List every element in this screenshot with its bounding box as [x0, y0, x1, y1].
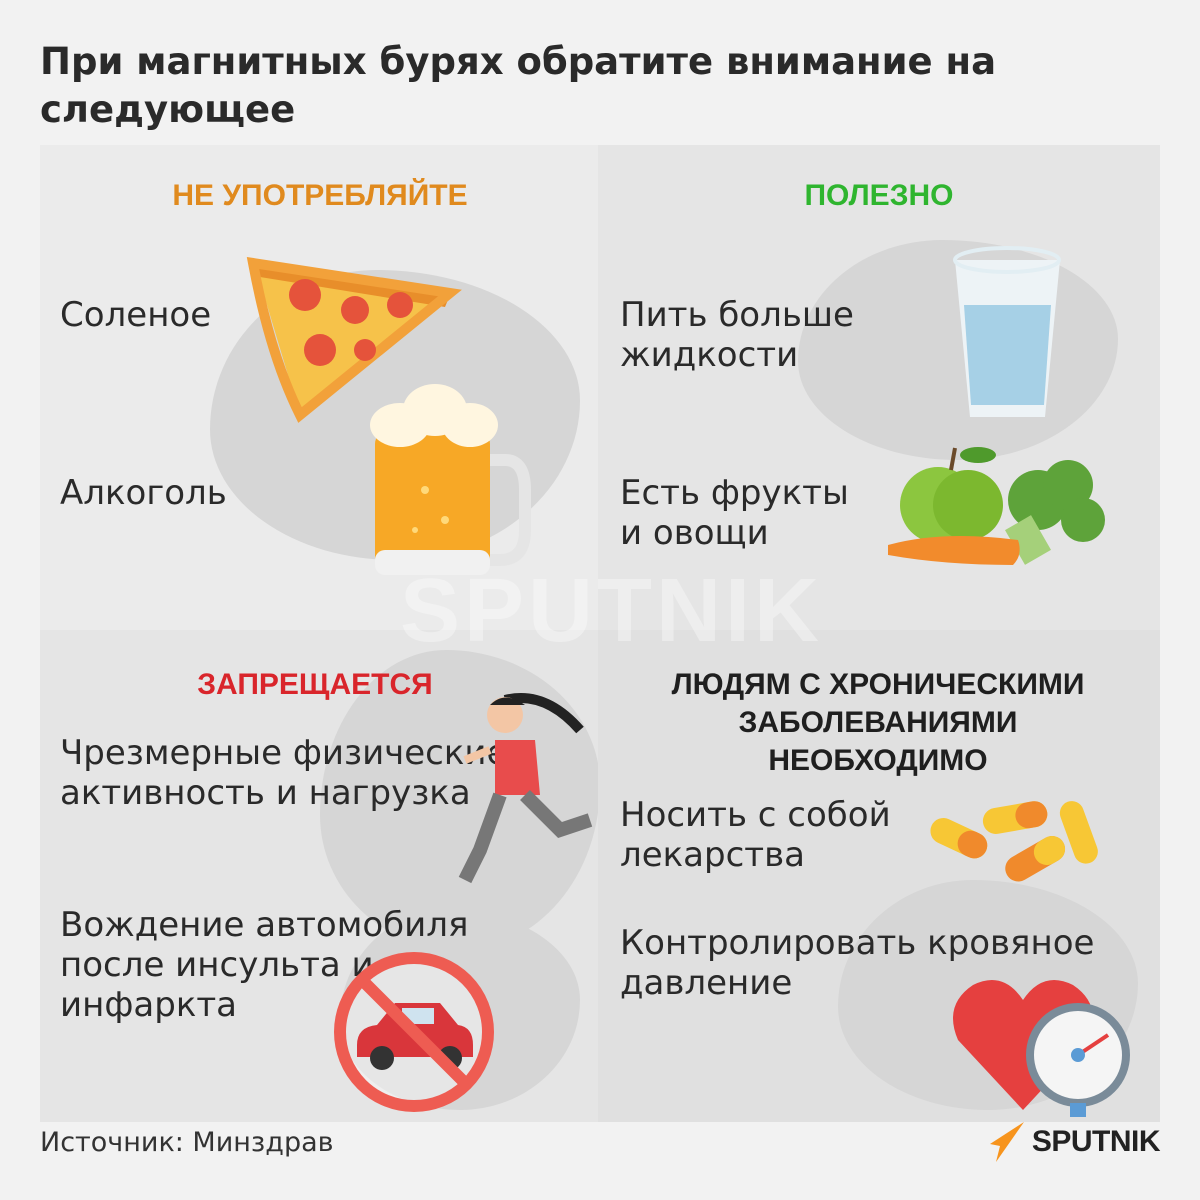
pizza-icon — [246, 256, 462, 423]
sputnik-logo: SPUTNIK — [989, 1122, 1161, 1162]
sputnik-logo-icon — [989, 1122, 1024, 1162]
panel-heading: ПОЛЕЗНО — [804, 179, 954, 212]
pills-icon — [930, 801, 1098, 882]
panel-heading: НЕ УПОТРЕБЛЯЙТЕ — [172, 179, 468, 212]
no-car-icon — [334, 952, 494, 1112]
runner-icon — [458, 693, 593, 884]
panel-prohibited: ЗАПРЕЩАЕТСЯ Чрезмерные физические активн… — [40, 630, 600, 1122]
page-title: При магнитных бурях обратите внимание на… — [40, 40, 997, 131]
panel-chronic-diseases: ЛЮДЯМ С ХРОНИЧЕСКИМИ ЗАБОЛЕВАНИЯМИ НЕОБХ… — [598, 630, 1160, 1122]
item-fruits-vegetables: Есть фрукты и овощи — [620, 473, 849, 553]
source-note: Источник: Минздрав — [40, 1127, 334, 1158]
panel-heading: ЛЮДЯМ С ХРОНИЧЕСКИМИ ЗАБОЛЕВАНИЯМИ НЕОБХ… — [671, 668, 1085, 777]
panel-heading: ЗАПРЕЩАЕТСЯ — [197, 668, 433, 701]
item-driving: Вождение автомобиля после инсульта и инф… — [60, 905, 469, 1025]
sputnik-logo-text: SPUTNIK — [1031, 1125, 1161, 1158]
heart-gauge-icon — [953, 980, 1130, 1117]
fruits-vegetables-icon — [888, 447, 1105, 565]
item-drink-more: Пить больше жидкости — [620, 295, 854, 375]
item-blood-pressure: Контролировать кровяное давление — [620, 923, 1095, 1003]
panel-do-not-consume: НЕ УПОТРЕБЛЯЙТЕ Соленое Алкоголь — [40, 145, 598, 630]
item-physical-activity: Чрезмерные физические активность и нагру… — [60, 733, 508, 813]
item-alcohol: Алкоголь — [60, 473, 227, 513]
watermark-logo: SPUTNIK — [400, 561, 824, 661]
item-carry-medicine: Носить с собой лекарства — [620, 795, 891, 875]
item-salty: Соленое — [60, 295, 212, 335]
water-glass-icon — [953, 246, 1061, 417]
panel-useful: ПОЛЕЗНО Пить больше жидкости Есть фрукты… — [598, 145, 1160, 630]
beer-mug-icon — [370, 384, 531, 575]
